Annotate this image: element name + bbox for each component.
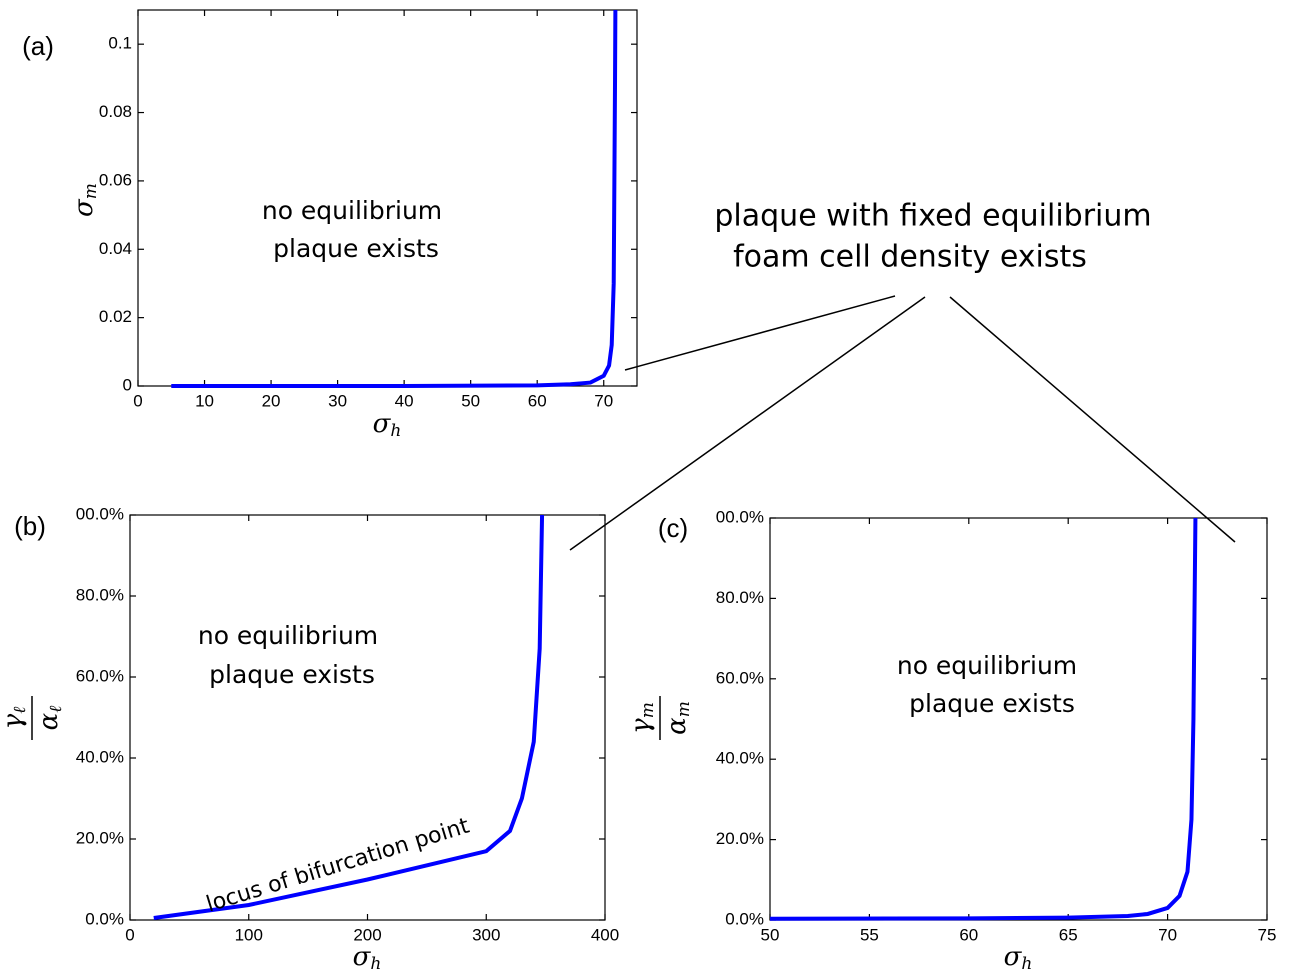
x-tick-label: 65 [1059, 925, 1078, 944]
x-tick-label: 70 [1158, 925, 1177, 944]
axis-label: αm [662, 701, 694, 735]
y-tick-label: 0.08 [99, 102, 132, 121]
axis-label-subscript: ℓ [46, 706, 66, 713]
x-tick-label: 60 [959, 925, 978, 944]
y-tick-label: 0.1 [108, 34, 132, 53]
axis-label-symbol: γ [626, 718, 656, 734]
x-tick-label: 30 [328, 391, 347, 410]
axis-label-subscript: ℓ [10, 707, 30, 714]
y-tick-label: 0.04 [99, 239, 132, 258]
panel-label: (c) [658, 513, 688, 543]
x-tick-label: 300 [472, 925, 500, 944]
y-tick-label: 60.0% [716, 668, 764, 687]
x-tick-label: 20 [262, 391, 281, 410]
axis-label-subscript: h [370, 954, 381, 970]
y-tick-label: 0.0% [725, 909, 764, 928]
y-tick-label: 20.0% [716, 829, 764, 848]
x-tick-label: 40 [395, 391, 414, 410]
y-tick-label: 00.0% [716, 507, 764, 526]
x-tick-label: 400 [591, 925, 619, 944]
axis-label-symbol: α [662, 717, 692, 735]
y-tick-label: 20.0% [76, 828, 124, 847]
y-tick-label: 0.02 [99, 307, 132, 326]
axis-label-symbol: σ [373, 409, 392, 439]
x-tick-label: 50 [461, 391, 480, 410]
y-tick-label: 60.0% [76, 666, 124, 685]
x-tick-label: 50 [761, 925, 780, 944]
y-tick-label: 0 [123, 375, 132, 394]
axis-label: γℓ [0, 707, 30, 730]
x-tick-label: 70 [594, 391, 613, 410]
axis-label-symbol: γ [0, 713, 28, 729]
axis-label: σm [69, 183, 101, 217]
axis-label-symbol: σ [353, 942, 372, 970]
axis-label: σh [1004, 942, 1033, 970]
callout-line [569, 296, 926, 551]
x-tick-label: 200 [353, 925, 381, 944]
y-tick-label: 0.06 [99, 170, 132, 189]
callout-line [624, 295, 896, 371]
x-tick-label: 55 [860, 925, 879, 944]
curve [769, 517, 1198, 921]
region-note: plaque exists [209, 660, 375, 689]
axis-label-subscript: m [674, 701, 694, 717]
axis-label-symbol: σ [69, 198, 99, 217]
axis-label: σh [353, 942, 382, 970]
region-note: plaque exists [273, 234, 439, 263]
axis-label-symbol: σ [1004, 942, 1023, 970]
y-tick-label: 00.0% [76, 504, 124, 523]
axis-label: γm [626, 702, 658, 734]
axis-label-subscript: h [1021, 954, 1032, 970]
callout-line [949, 296, 1236, 543]
y-tick-label: 0.0% [85, 909, 124, 928]
region-note: no equilibrium [897, 651, 1077, 680]
y-tick-label: 40.0% [716, 749, 764, 768]
callout-text: plaque with fixed equilibrium [714, 199, 1151, 234]
plot-frame [769, 517, 1268, 921]
region-note: plaque exists [909, 689, 1075, 718]
axis-label: σh [373, 409, 402, 441]
axis-label-subscript: m [81, 183, 101, 199]
axis-label-subscript: m [638, 702, 658, 718]
x-tick-label: 0 [125, 925, 134, 944]
x-tick-label: 60 [528, 391, 547, 410]
x-tick-label: 75 [1258, 925, 1277, 944]
x-tick-label: 10 [195, 391, 214, 410]
region-note: no equilibrium [262, 196, 442, 225]
y-axis-label: σm [69, 183, 101, 217]
axis-label-subscript: h [390, 421, 401, 441]
y-tick-label: 80.0% [76, 585, 124, 604]
callout-text: foam cell density exists [733, 240, 1087, 275]
axis-label-symbol: α [34, 712, 64, 730]
y-tick-label: 80.0% [716, 588, 764, 607]
panel-label: (b) [14, 511, 46, 541]
axis-label: αℓ [34, 706, 66, 731]
y-tick-label: 40.0% [76, 747, 124, 766]
x-tick-label: 100 [235, 925, 263, 944]
x-tick-label: 0 [133, 391, 142, 410]
region-note: no equilibrium [198, 621, 378, 650]
curve [153, 514, 545, 920]
panel-label: (a) [22, 31, 54, 61]
curve [171, 9, 618, 388]
